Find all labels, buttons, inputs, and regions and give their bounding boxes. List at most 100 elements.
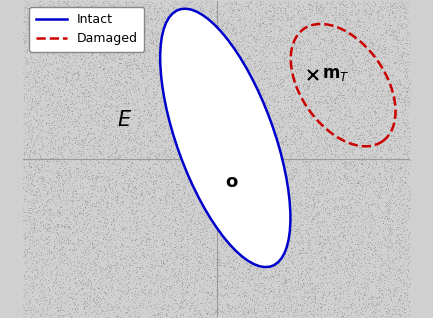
Point (305, 31, 312, 36)
Point (62, 165, 69, 170)
Point (176, 262, 183, 267)
Point (81, 90, 88, 95)
Point (317, 241, 323, 246)
Point (120, 291, 126, 296)
Point (146, 157, 153, 162)
Point (400, 0, 407, 5)
Point (74, 240, 81, 245)
Point (240, 41, 247, 46)
Point (385, 107, 392, 113)
Point (206, 45, 213, 50)
Point (134, 242, 141, 247)
Point (141, 37, 148, 42)
Point (376, 294, 383, 299)
Point (318, 49, 325, 54)
Point (187, 251, 194, 256)
Point (197, 174, 204, 179)
Point (259, 233, 265, 238)
Point (97, 92, 104, 97)
Point (90, 93, 97, 98)
Point (136, 255, 142, 260)
Point (331, 75, 338, 80)
Point (287, 131, 294, 136)
Point (366, 313, 373, 318)
Point (199, 241, 206, 246)
Point (355, 222, 362, 227)
Point (279, 183, 286, 188)
Point (109, 197, 116, 202)
Point (323, 286, 330, 291)
Point (332, 181, 339, 186)
Point (83, 41, 90, 46)
Point (120, 175, 127, 180)
Point (180, 67, 187, 73)
Point (56, 183, 63, 188)
Point (247, 210, 254, 215)
Point (74, 28, 81, 33)
Point (222, 272, 229, 277)
Point (404, 235, 411, 240)
Point (77, 23, 84, 28)
Point (69, 34, 76, 39)
Point (251, 213, 258, 218)
Point (168, 115, 175, 120)
Point (389, 192, 396, 197)
Point (351, 126, 358, 131)
Point (310, 294, 317, 299)
Point (329, 236, 336, 241)
Point (191, 162, 197, 167)
Point (380, 156, 387, 161)
Point (367, 214, 374, 219)
Point (355, 112, 362, 117)
Point (362, 260, 369, 265)
Point (367, 37, 374, 42)
Point (61, 28, 68, 33)
Point (349, 62, 355, 67)
Point (174, 255, 181, 260)
Point (148, 136, 155, 141)
Point (46, 8, 53, 13)
Point (382, 70, 389, 75)
Point (333, 297, 339, 302)
Point (294, 272, 301, 277)
Point (132, 226, 139, 232)
Point (85, 251, 92, 256)
Point (280, 288, 287, 293)
Point (394, 255, 401, 260)
Point (58, 153, 65, 158)
Point (64, 188, 71, 193)
Point (365, 176, 372, 181)
Point (94, 138, 101, 143)
Point (147, 138, 154, 143)
Point (112, 157, 119, 162)
Point (60, 114, 67, 119)
Point (96, 143, 103, 149)
Point (55, 66, 61, 71)
Point (394, 195, 401, 200)
Point (126, 136, 132, 141)
Point (202, 124, 209, 129)
Point (207, 46, 213, 51)
Point (246, 138, 252, 143)
Point (403, 35, 410, 40)
Point (357, 252, 364, 257)
Point (399, 37, 406, 42)
Point (22, 74, 29, 79)
Point (304, 235, 311, 240)
Point (314, 183, 321, 188)
Point (255, 36, 262, 41)
Point (343, 238, 349, 243)
Point (131, 214, 138, 219)
Point (307, 125, 313, 130)
Point (277, 203, 284, 208)
Point (65, 64, 71, 69)
Point (313, 166, 320, 171)
Point (297, 200, 304, 205)
Point (122, 79, 129, 84)
Point (324, 309, 331, 314)
Point (298, 110, 305, 115)
Point (180, 252, 187, 257)
Point (220, 184, 227, 189)
Point (209, 204, 216, 209)
Point (77, 129, 84, 134)
